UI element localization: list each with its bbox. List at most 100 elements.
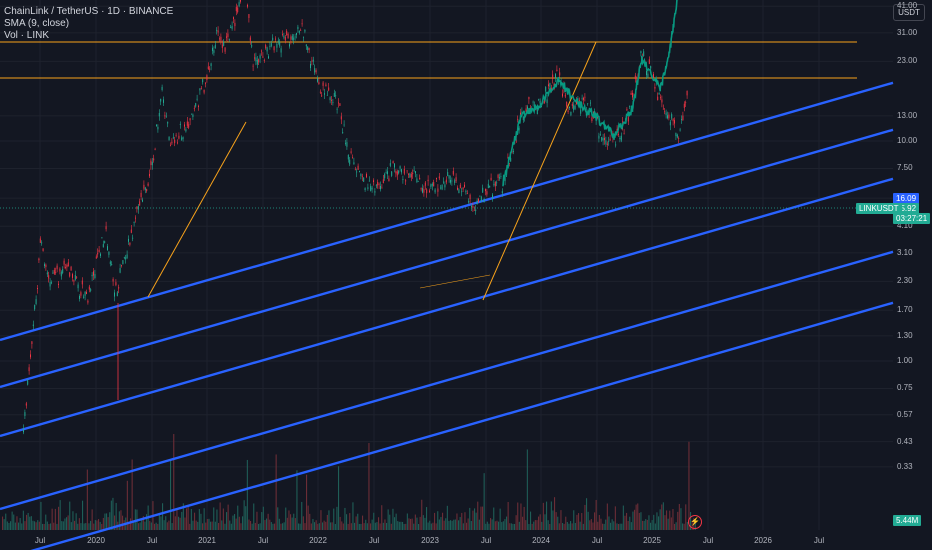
- volume-bar: [360, 523, 362, 530]
- currency-button[interactable]: USDT: [893, 4, 925, 21]
- candle-body: [657, 96, 659, 101]
- candle-body: [606, 143, 608, 146]
- volume-bar: [16, 516, 18, 530]
- candle-body: [483, 199, 485, 203]
- candle-body: [258, 59, 260, 63]
- candle-body: [98, 249, 100, 253]
- candle-body: [128, 238, 129, 242]
- candle-body: [63, 260, 65, 265]
- volume-bar: [507, 502, 509, 530]
- candle-body: [66, 264, 68, 268]
- volume-bar: [48, 523, 50, 530]
- volume-bar: [14, 522, 16, 530]
- time-tick-label: 2021: [198, 536, 216, 545]
- candle-body: [196, 98, 198, 100]
- volume-bar: [467, 518, 469, 530]
- legend-symbol[interactable]: ChainLink / TetherUS · 1D · BINANCE: [4, 6, 174, 17]
- volume-bar: [38, 521, 40, 530]
- volume-bar: [192, 520, 194, 530]
- candle-body: [426, 189, 428, 194]
- channel-line: [0, 81, 894, 342]
- candle-body: [584, 96, 586, 98]
- candle-body: [496, 182, 498, 184]
- candle-body: [269, 45, 271, 48]
- candle-body: [462, 187, 464, 190]
- volume-bar: [550, 501, 552, 530]
- volume-bar: [392, 508, 394, 530]
- candle-body: [163, 99, 164, 103]
- volume-bar: [667, 518, 669, 530]
- candle-body: [207, 66, 209, 70]
- candle-body: [67, 262, 69, 267]
- volume-bar: [170, 460, 172, 530]
- candle-body: [38, 258, 40, 261]
- volume-bar: [650, 522, 652, 530]
- candle-body: [266, 47, 268, 52]
- volume-bar: [669, 510, 671, 530]
- volume-bar: [200, 513, 202, 530]
- candle-body: [527, 106, 528, 109]
- candle-body: [412, 172, 414, 175]
- candle-body: [305, 44, 307, 47]
- volume-bar: [654, 523, 656, 530]
- lightning-icon[interactable]: ⚡: [688, 515, 702, 529]
- volume-bar: [11, 511, 13, 530]
- volume-bar: [405, 523, 407, 530]
- volume-bar: [382, 522, 384, 530]
- volume-bar: [688, 441, 690, 530]
- candle-body: [552, 74, 554, 80]
- volume-bar: [162, 503, 164, 530]
- legend-volume[interactable]: Vol · LINK: [4, 30, 50, 41]
- candle-body: [140, 192, 142, 197]
- volume-bar: [390, 523, 392, 530]
- volume-bar: [179, 517, 181, 530]
- candle-body: [156, 124, 157, 127]
- candle-body: [401, 169, 402, 173]
- candle-body: [297, 26, 299, 30]
- volume-bar: [576, 514, 578, 530]
- volume-bar: [261, 512, 263, 530]
- candle-body: [293, 37, 295, 40]
- candle-body: [90, 289, 92, 291]
- candle-body: [192, 114, 194, 117]
- volume-bar: [525, 520, 527, 530]
- candle-body: [142, 199, 143, 202]
- candle-body: [490, 177, 492, 181]
- candle-body: [238, 2, 240, 7]
- volume-bar: [560, 510, 562, 530]
- volume-bar: [106, 513, 108, 530]
- volume-bar: [408, 518, 410, 530]
- volume-bar: [10, 521, 12, 530]
- candle-body: [34, 305, 36, 310]
- candle-body: [458, 189, 460, 194]
- volume-bar: [541, 521, 543, 530]
- volume-bar: [258, 523, 260, 530]
- candle-body: [590, 102, 591, 104]
- volume-bar: [118, 511, 120, 530]
- candle-body: [686, 90, 688, 96]
- candle-body: [375, 185, 377, 187]
- volume-bar: [270, 522, 272, 530]
- candle-body: [231, 25, 233, 29]
- volume-bar: [590, 519, 592, 530]
- volume-bar: [504, 519, 506, 530]
- legend-sma[interactable]: SMA (9, close): [4, 18, 70, 29]
- volume-bar: [259, 523, 261, 530]
- volume-bar: [638, 512, 640, 530]
- trendline: [482, 41, 597, 301]
- volume-bar: [8, 522, 10, 530]
- candle-body: [206, 75, 208, 80]
- volume-bar: [99, 521, 101, 530]
- volume-bar: [422, 515, 424, 530]
- candle-body: [443, 181, 444, 183]
- volume-bar: [194, 512, 196, 530]
- volume-bar: [330, 522, 332, 530]
- candle-body: [602, 138, 604, 141]
- candle-body: [459, 184, 461, 189]
- volume-bar: [82, 500, 84, 530]
- volume-bar: [506, 516, 508, 530]
- volume-bar: [432, 522, 434, 530]
- candle-body: [438, 176, 440, 179]
- volume-bar: [203, 508, 205, 530]
